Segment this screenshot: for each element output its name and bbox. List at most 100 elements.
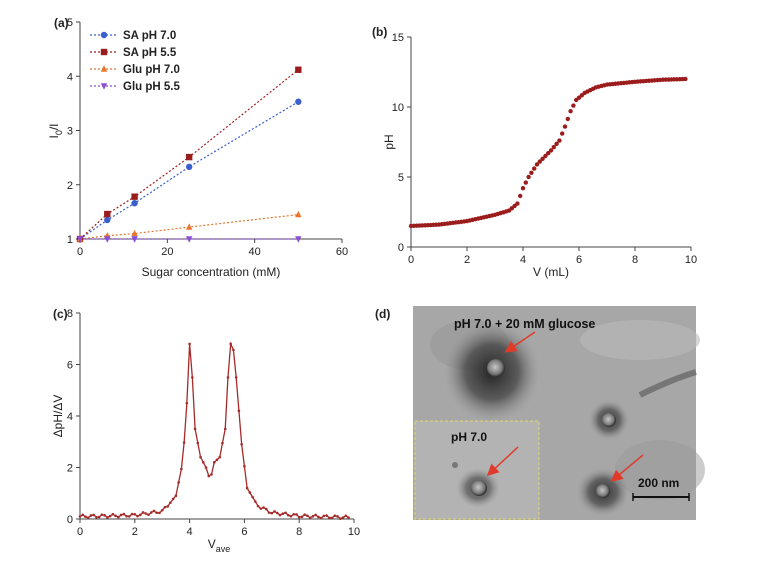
data-point	[166, 505, 169, 508]
tem-particle	[471, 480, 487, 496]
data-point	[141, 511, 145, 514]
x-tick-label: 0	[77, 246, 83, 258]
data-point	[344, 514, 348, 518]
panel-a-series	[76, 66, 302, 243]
x-tick-label: 0	[77, 526, 83, 538]
tem-particle	[452, 462, 458, 468]
data-point	[520, 186, 526, 191]
panel-b-series	[408, 76, 688, 229]
panel-c: (c) 0 2 4 6 8 10 0 2 4 6 8 Vave ΔpH/ΔV	[51, 307, 360, 554]
panel-a-ticks: 0 20 40 60 1 2 3 4 5	[67, 17, 348, 258]
tem-arrow	[486, 446, 519, 477]
data-point	[81, 513, 85, 517]
data-point	[256, 504, 260, 508]
series-line	[79, 341, 349, 520]
x-tick-label: 40	[249, 246, 261, 258]
data-point	[212, 461, 216, 464]
data-point	[131, 199, 138, 207]
data-point	[295, 513, 298, 516]
panel-b-label: (b)	[372, 25, 387, 39]
data-point	[278, 513, 282, 517]
y-tick-label: 0	[67, 514, 73, 526]
data-point	[330, 516, 334, 520]
data-point	[177, 481, 180, 484]
data-point	[515, 201, 520, 206]
data-point	[78, 515, 82, 518]
data-point	[306, 514, 309, 518]
data-point	[204, 466, 208, 469]
data-point	[86, 516, 90, 520]
data-point	[215, 458, 219, 462]
panel-c-x-label-main: V	[208, 537, 216, 551]
y-tick-label: 1	[67, 234, 73, 246]
data-point	[565, 116, 570, 122]
legend-label: Glu pH 7.0	[123, 64, 180, 76]
y-tick-label: 10	[392, 102, 404, 114]
data-point	[199, 455, 202, 459]
data-point	[295, 66, 302, 73]
panel-d-label: (d)	[375, 307, 390, 321]
data-point	[95, 515, 98, 519]
data-point	[144, 512, 148, 515]
data-point	[523, 180, 528, 185]
data-point	[169, 501, 172, 504]
y-tick-label: 4	[67, 411, 73, 423]
data-point	[193, 427, 197, 431]
data-point	[560, 131, 565, 136]
data-point	[147, 513, 150, 517]
data-point	[182, 441, 186, 444]
data-point	[114, 514, 117, 518]
panel-a-x-label: Sugar concentration (mM)	[142, 265, 281, 279]
data-point	[548, 148, 554, 153]
data-point	[108, 514, 112, 518]
data-point	[251, 495, 254, 499]
data-point	[284, 511, 287, 515]
data-point	[185, 401, 189, 405]
data-point	[149, 511, 153, 514]
data-point	[319, 516, 323, 520]
data-point	[122, 512, 126, 516]
data-point	[128, 515, 131, 518]
legend-label: SA pH 7.0	[123, 30, 176, 42]
data-point	[92, 513, 95, 517]
panel-d: (d) pH 7.0 + 20 mM glucose pH 7.0 200 nm	[375, 306, 705, 520]
data-point	[281, 512, 285, 515]
data-point	[207, 474, 211, 478]
x-tick-label: 2	[132, 526, 138, 538]
data-point	[270, 511, 274, 515]
data-point	[103, 514, 106, 517]
data-point	[202, 461, 205, 464]
data-point	[275, 511, 279, 515]
data-point	[289, 514, 293, 518]
data-point	[529, 170, 534, 175]
x-tick-label: 60	[336, 246, 348, 258]
data-point	[185, 163, 193, 171]
data-point	[534, 162, 540, 167]
data-point	[218, 455, 222, 459]
x-tick-label: 2	[464, 254, 470, 266]
x-tick-label: 6	[576, 254, 582, 266]
data-point	[243, 464, 246, 468]
panel-a-y-label-sub: 0	[54, 130, 64, 135]
series-line	[79, 101, 299, 240]
data-point	[185, 223, 193, 230]
y-tick-label: 5	[398, 172, 404, 184]
data-point	[518, 193, 523, 199]
data-point	[100, 513, 104, 516]
panel-b-x-label: V (mL)	[533, 265, 569, 279]
data-point	[254, 500, 257, 503]
data-point	[540, 156, 545, 161]
data-point	[526, 174, 531, 180]
data-point	[267, 511, 271, 514]
data-point	[104, 236, 111, 243]
data-point	[303, 513, 306, 516]
data-point	[546, 151, 551, 156]
scale-bar-label: 200 nm	[638, 476, 679, 490]
panel-c-x-label: Vave	[208, 537, 231, 554]
data-point	[314, 513, 317, 517]
data-point	[160, 508, 164, 512]
tem-texture	[615, 440, 705, 500]
data-point	[262, 506, 265, 509]
y-tick-label: 15	[392, 32, 404, 44]
